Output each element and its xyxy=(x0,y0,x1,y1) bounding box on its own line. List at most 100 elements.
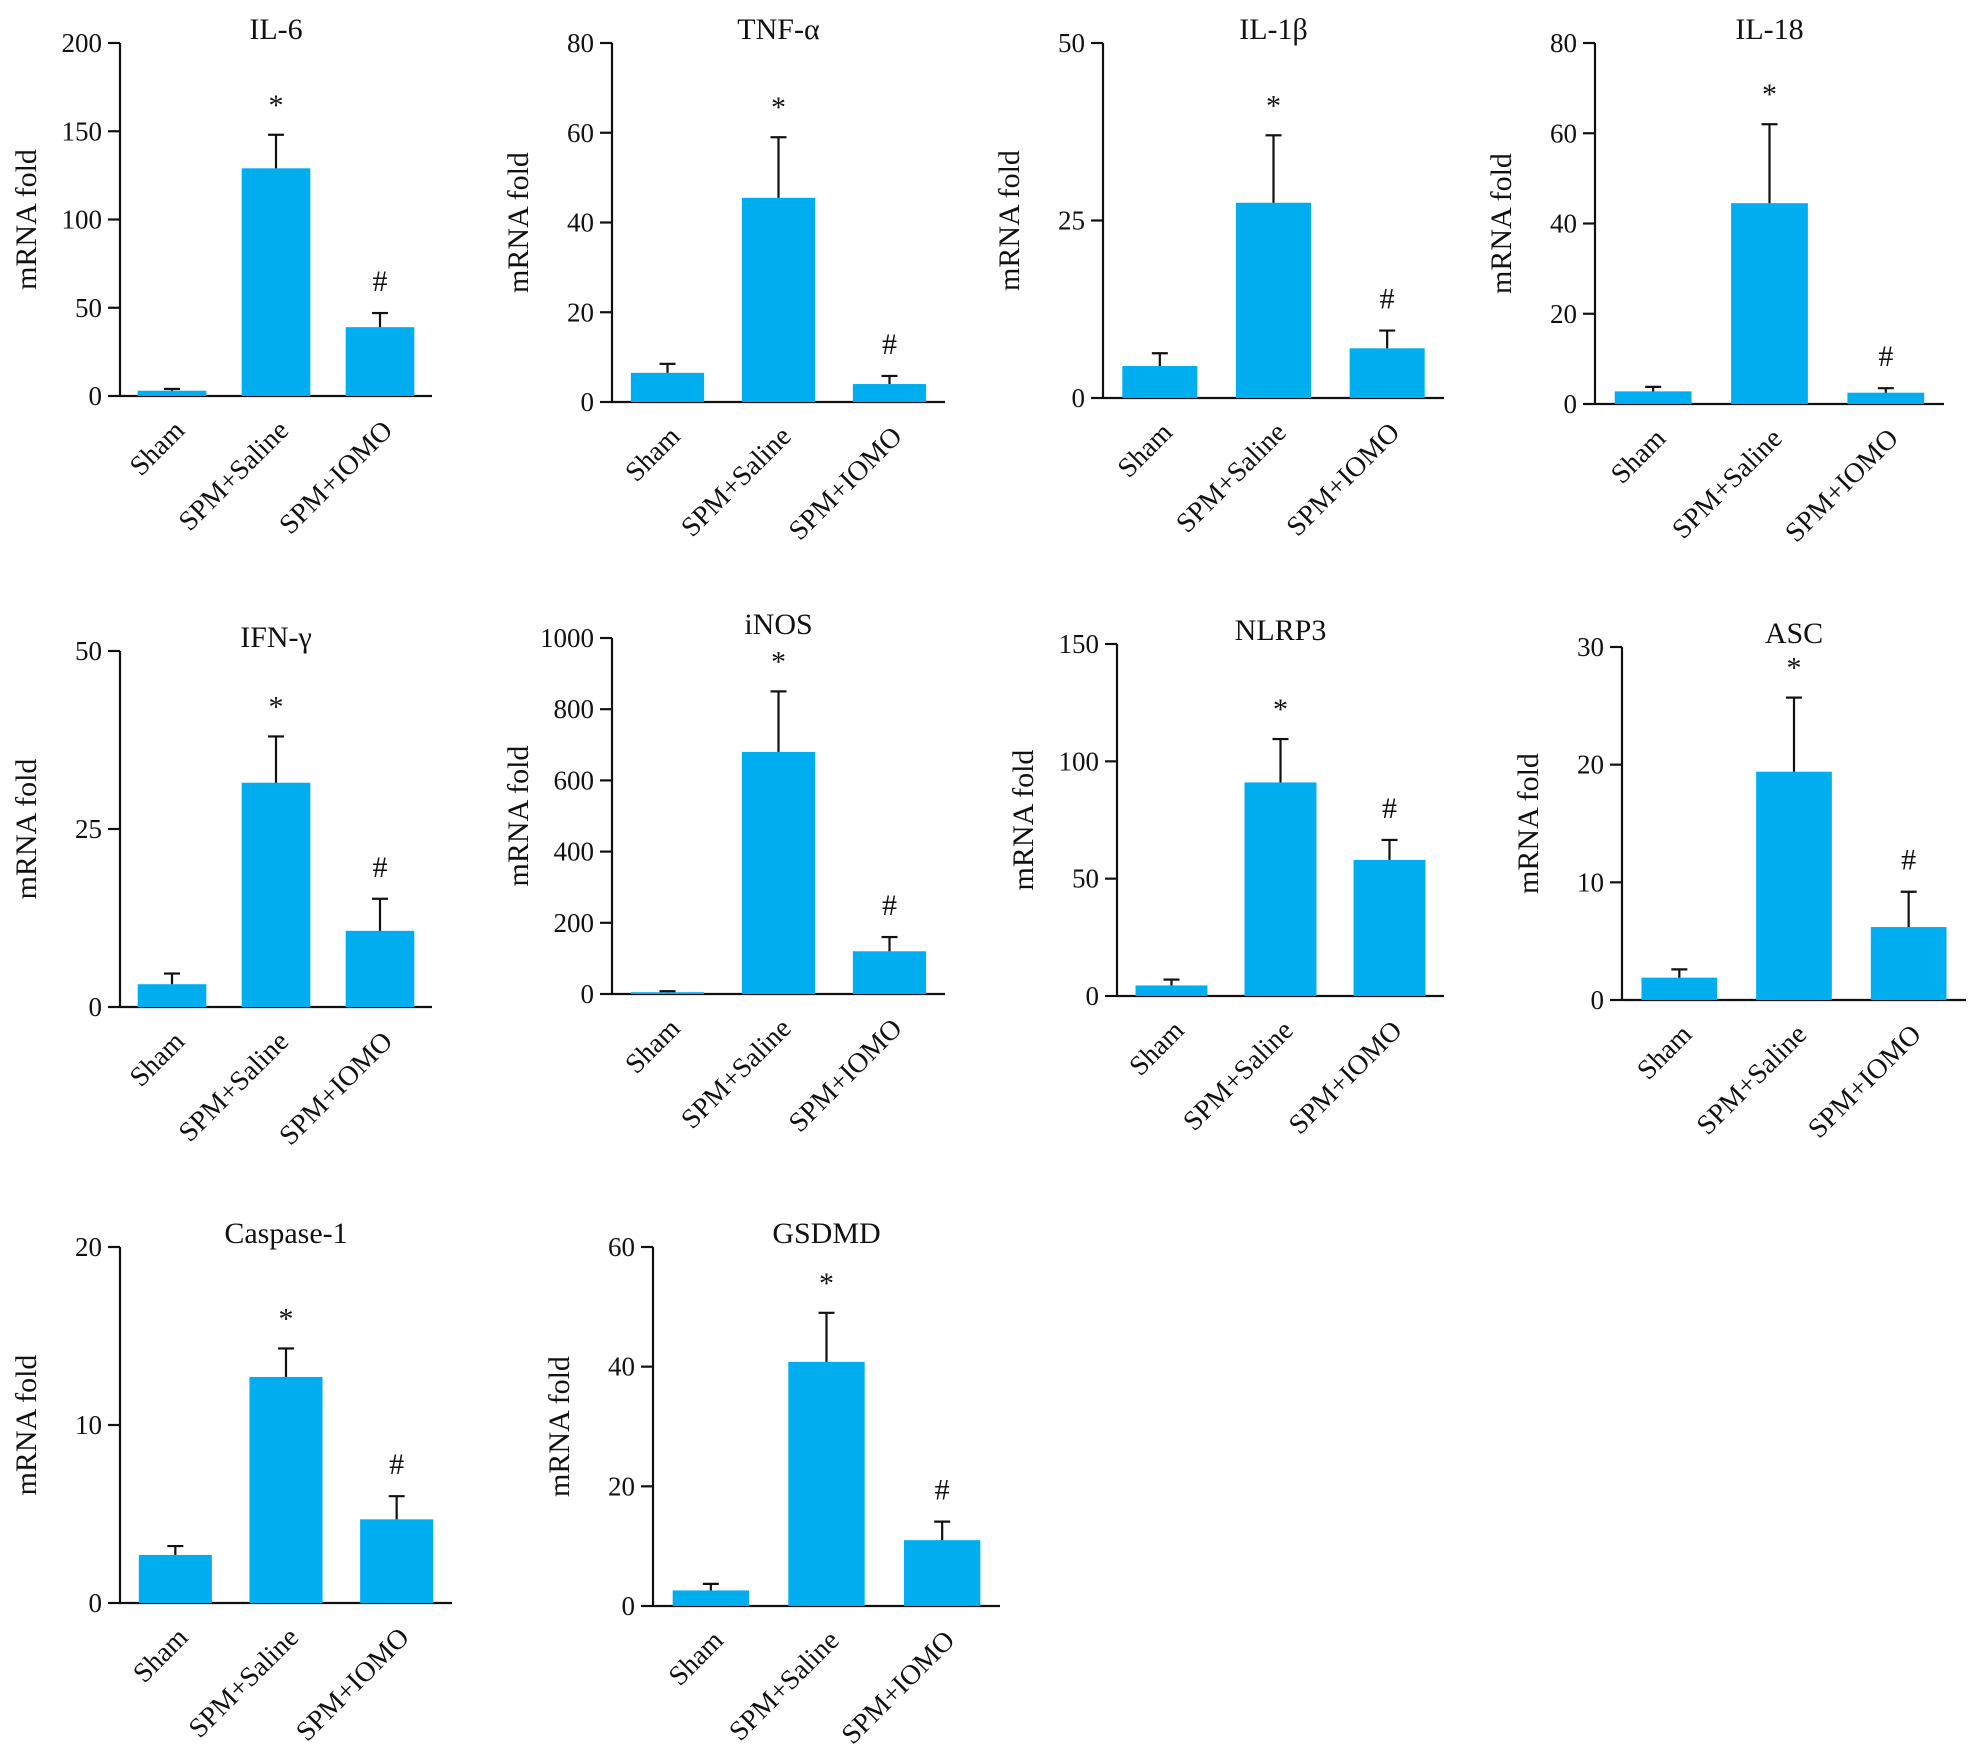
category-label: SPM+IOMO xyxy=(273,1026,399,1152)
y-tick-label: 30 xyxy=(1577,632,1604,662)
category-label: SPM+Saline xyxy=(1691,1019,1813,1141)
bar-0 xyxy=(1135,985,1208,996)
bar-2 xyxy=(1847,392,1925,404)
panel-title: TNF-α xyxy=(737,13,820,46)
y-tick-label: 800 xyxy=(554,694,595,724)
y-axis-label: mRNA fold xyxy=(993,150,1026,291)
bar-1 xyxy=(1244,782,1317,996)
y-tick-label: 0 xyxy=(89,1588,103,1618)
bar-0 xyxy=(137,984,207,1007)
panel-title: IL-18 xyxy=(1735,13,1803,46)
chart-panel-2: 0 25 50 IL-1β mRNA fold Sham * SPM+Saline # SPM+I… xyxy=(993,13,1444,543)
y-tick-label: 80 xyxy=(567,28,594,58)
significance-star: * xyxy=(1273,693,1288,726)
y-axis-label: mRNA fold xyxy=(10,759,43,900)
bar-2 xyxy=(1870,927,1947,1000)
y-tick-label: 0 xyxy=(89,381,103,411)
y-tick-label: 200 xyxy=(554,908,595,938)
category-label: Sham xyxy=(127,1622,194,1689)
y-tick-label: 80 xyxy=(1550,28,1577,58)
bar-1 xyxy=(788,1361,865,1606)
category-label: Sham xyxy=(1631,1019,1698,1086)
y-tick-label: 1000 xyxy=(540,623,594,653)
y-tick-label: 0 xyxy=(581,979,595,1009)
significance-star: * xyxy=(1266,89,1281,122)
bar-0 xyxy=(137,390,207,396)
y-tick-label: 20 xyxy=(567,297,594,327)
significance-hash: # xyxy=(1901,844,1916,877)
y-axis-label: mRNA fold xyxy=(1485,153,1518,294)
bar-2 xyxy=(345,930,415,1007)
chart-panel-6: 0 50 100 150 NLRP3 mRNA fold Sham * SPM+Saline # S… xyxy=(1007,614,1444,1141)
significance-star: * xyxy=(279,1302,294,1335)
y-axis-label: mRNA fold xyxy=(543,1356,576,1497)
y-tick-label: 0 xyxy=(1591,985,1605,1015)
significance-hash: # xyxy=(882,889,897,922)
y-tick-label: 25 xyxy=(75,814,102,844)
y-tick-label: 50 xyxy=(75,293,102,323)
y-tick-label: 200 xyxy=(62,28,103,58)
y-tick-label: 0 xyxy=(622,1591,636,1621)
chart-panel-1: 0 20 40 60 80 TNF-α mRNA fold Sham * SPM+Saline # S… xyxy=(502,13,945,547)
category-label: SPM+IOMO xyxy=(1779,423,1905,549)
y-axis-label: mRNA fold xyxy=(502,746,535,887)
significance-star: * xyxy=(819,1267,834,1300)
panel-title: iNOS xyxy=(744,608,812,641)
y-axis-label: mRNA fold xyxy=(1007,750,1040,891)
bar-1 xyxy=(741,197,816,402)
y-tick-label: 600 xyxy=(554,765,595,795)
y-tick-label: 0 xyxy=(1072,383,1086,413)
significance-hash: # xyxy=(882,328,897,361)
category-label: Sham xyxy=(619,1013,686,1080)
significance-star: * xyxy=(1762,78,1777,111)
category-label: Sham xyxy=(1605,423,1672,490)
bar-0 xyxy=(1122,366,1198,398)
y-tick-label: 150 xyxy=(1059,629,1100,659)
y-axis-label: mRNA fold xyxy=(10,149,43,290)
chart-panel-8: 0 10 20 Caspase-1 mRNA fold Sham * SPM+Saline # S… xyxy=(10,1217,452,1748)
y-tick-label: 100 xyxy=(62,205,103,235)
category-label: SPM+Saline xyxy=(675,1013,797,1135)
bar-2 xyxy=(1353,859,1426,996)
y-tick-label: 40 xyxy=(567,208,594,238)
category-label: SPM+IOMO xyxy=(1802,1019,1928,1145)
bar-2 xyxy=(1349,348,1425,398)
chart-panel-9: 0 20 40 60 GSDMD mRNA fold Sham * SPM+Saline # SPM… xyxy=(543,1217,1000,1750)
significance-hash: # xyxy=(373,265,388,298)
bar-0 xyxy=(1641,977,1718,1000)
category-label: SPM+Saline xyxy=(1177,1015,1299,1137)
significance-star: * xyxy=(771,91,786,124)
panel-title: Caspase-1 xyxy=(224,1217,347,1250)
y-axis-label: mRNA fold xyxy=(502,152,535,293)
y-tick-label: 10 xyxy=(1577,867,1604,897)
category-label: SPM+IOMO xyxy=(1281,417,1407,543)
y-tick-label: 100 xyxy=(1059,746,1100,776)
y-tick-label: 40 xyxy=(1550,209,1577,239)
significance-star: * xyxy=(269,690,284,723)
y-tick-label: 400 xyxy=(554,837,595,867)
chart-panel-7: 0 10 20 30 ASC mRNA fold Sham * SPM+Saline # SPM+I… xyxy=(1512,617,1966,1145)
chart-panel-5: 0 200 400 600 800 1000 iNOS mRNA fold Sham * SPM+S… xyxy=(502,608,945,1139)
bar-2 xyxy=(360,1519,434,1603)
category-label: Sham xyxy=(663,1625,730,1692)
y-tick-label: 50 xyxy=(1072,864,1099,894)
significance-hash: # xyxy=(935,1474,950,1507)
bar-1 xyxy=(1756,771,1832,1000)
bar-0 xyxy=(672,1590,750,1606)
panel-title: IL-1β xyxy=(1239,13,1308,46)
y-tick-label: 20 xyxy=(75,1232,102,1262)
category-label: Sham xyxy=(1112,417,1179,484)
category-label: SPM+IOMO xyxy=(783,421,909,547)
y-tick-label: 60 xyxy=(608,1232,635,1262)
panel-title: GSDMD xyxy=(772,1217,880,1250)
chart-panel-3: 0 20 40 60 80 IL-18 mRNA fold Sham * SPM+Saline # S… xyxy=(1485,13,1944,549)
y-tick-label: 25 xyxy=(1058,206,1085,236)
panel-title: NLRP3 xyxy=(1235,614,1327,647)
bar-1 xyxy=(1235,202,1312,398)
category-label: Sham xyxy=(1123,1015,1190,1082)
panel-title: ASC xyxy=(1765,617,1823,650)
bar-2 xyxy=(852,384,927,402)
y-tick-label: 0 xyxy=(581,387,595,417)
